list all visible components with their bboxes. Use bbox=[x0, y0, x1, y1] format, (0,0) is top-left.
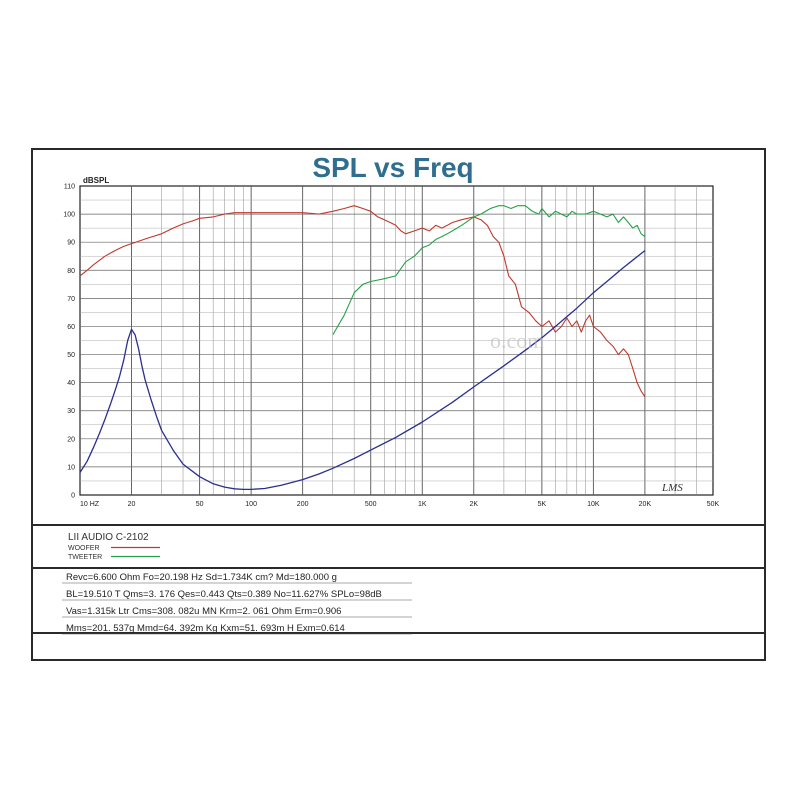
tick-labels: 0 10 20 30 40 50 60 70 80 90 100 110 10 HZ 20 50 100 200… bbox=[63, 184, 719, 509]
x-tick-label: 20 bbox=[128, 501, 136, 508]
y-tick-label: 20 bbox=[67, 436, 75, 443]
parameter-line: Mms=201. 537g Mmd=64. 392m Kg Kxm=51. 69… bbox=[66, 623, 345, 634]
y-tick-label: 10 bbox=[67, 464, 75, 471]
x-tick-label: 1K bbox=[418, 501, 427, 508]
frame-divider bbox=[31, 524, 766, 526]
parameter-line: Revc=6.600 Ohm Fo=20.198 Hz Sd=1.734K cm… bbox=[66, 572, 337, 583]
y-tick-label: 60 bbox=[67, 324, 75, 331]
woofer-line bbox=[79, 205, 646, 398]
y-tick-label: 50 bbox=[67, 352, 75, 359]
x-tick-label: 10K bbox=[587, 501, 600, 508]
tweeter-line bbox=[332, 205, 646, 336]
y-tick-label: 0 bbox=[71, 493, 75, 500]
y-tick-label: 90 bbox=[67, 240, 75, 247]
parameter-line: BL=19.510 T Qms=3. 176 Qes=0.443 Qts=0.3… bbox=[66, 589, 382, 600]
legend-item-label: TWEETER bbox=[68, 554, 102, 561]
frame-divider bbox=[31, 632, 766, 634]
series-lines bbox=[79, 205, 646, 491]
x-tick-label: 20K bbox=[639, 501, 652, 508]
y-axis-label: dBSPL bbox=[83, 176, 109, 185]
watermark: o.com bbox=[490, 328, 544, 353]
parameter-line: Vas=1.315k Ltr Cms=308. 082u MN Krm=2. 0… bbox=[66, 606, 341, 617]
y-tick-label: 110 bbox=[64, 184, 75, 191]
signature: LMS bbox=[661, 482, 683, 494]
x-tick-label: 200 bbox=[297, 501, 309, 508]
y-tick-label: 70 bbox=[67, 296, 75, 303]
y-tick-label: 40 bbox=[67, 380, 75, 387]
legend-model-name: LII AUDIO C-2102 bbox=[68, 532, 149, 543]
legend: LII AUDIO C-2102 WOOFER TWEETER bbox=[68, 532, 160, 561]
x-tick-label: 2K bbox=[469, 501, 478, 508]
y-tick-label: 80 bbox=[67, 268, 75, 275]
x-tick-label: 100 bbox=[245, 501, 257, 508]
x-tick-label: 10 HZ bbox=[80, 501, 100, 508]
y-tick-label: 100 bbox=[63, 212, 75, 219]
y-tick-label: 30 bbox=[67, 408, 75, 415]
x-tick-label: 500 bbox=[365, 501, 377, 508]
x-tick-label: 50 bbox=[196, 501, 204, 508]
legend-item-label: WOOFER bbox=[68, 545, 100, 552]
parameters: Revc=6.600 Ohm Fo=20.198 Hz Sd=1.734K cm… bbox=[62, 572, 412, 635]
grid bbox=[79, 185, 714, 496]
x-tick-label: 5K bbox=[538, 501, 547, 508]
x-tick-label: 50K bbox=[707, 501, 720, 508]
chart-title: SPL vs Freq bbox=[312, 152, 473, 183]
impedance-line bbox=[79, 250, 646, 491]
frame-divider bbox=[31, 567, 766, 569]
